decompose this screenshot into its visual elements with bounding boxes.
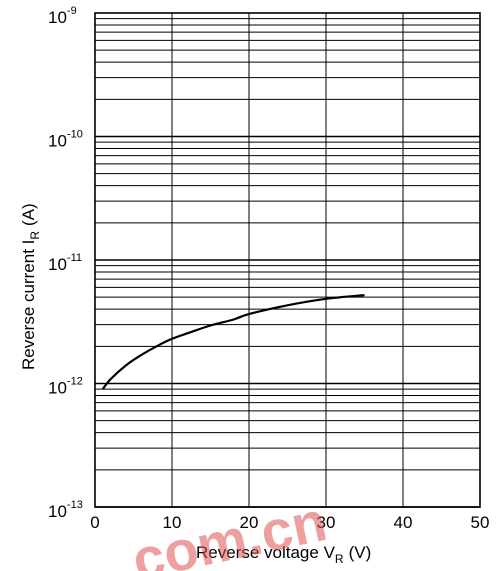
y-tick-label: 10-9	[48, 5, 77, 27]
y-tick-label: 10-13	[48, 499, 83, 521]
y-axis-label: Reverse current IR(A)	[19, 203, 42, 370]
x-axis-label: Reverse voltage VR (V)	[196, 543, 371, 566]
series-line	[101, 294, 365, 390]
x-tick-label: 40	[394, 513, 413, 532]
series-layer	[101, 294, 365, 390]
y-tick-label: 10-11	[48, 252, 82, 274]
y-tick-label: 10-12	[48, 376, 83, 398]
x-tick-label: 10	[163, 513, 182, 532]
y-tick-label: 10-10	[48, 129, 83, 151]
x-tick-label: 0	[90, 513, 99, 532]
grid	[94, 13, 481, 508]
plot-border	[94, 12, 481, 508]
x-tick-labels: 0 10 20 30 40 50	[90, 513, 489, 532]
x-tick-label: 30	[317, 513, 336, 532]
plot-frame	[94, 12, 481, 508]
y-tick-labels: 10-9 10-10 10-11 10-12 10-13	[48, 5, 83, 521]
x-tick-label: 50	[471, 513, 490, 532]
x-tick-label: 20	[240, 513, 259, 532]
